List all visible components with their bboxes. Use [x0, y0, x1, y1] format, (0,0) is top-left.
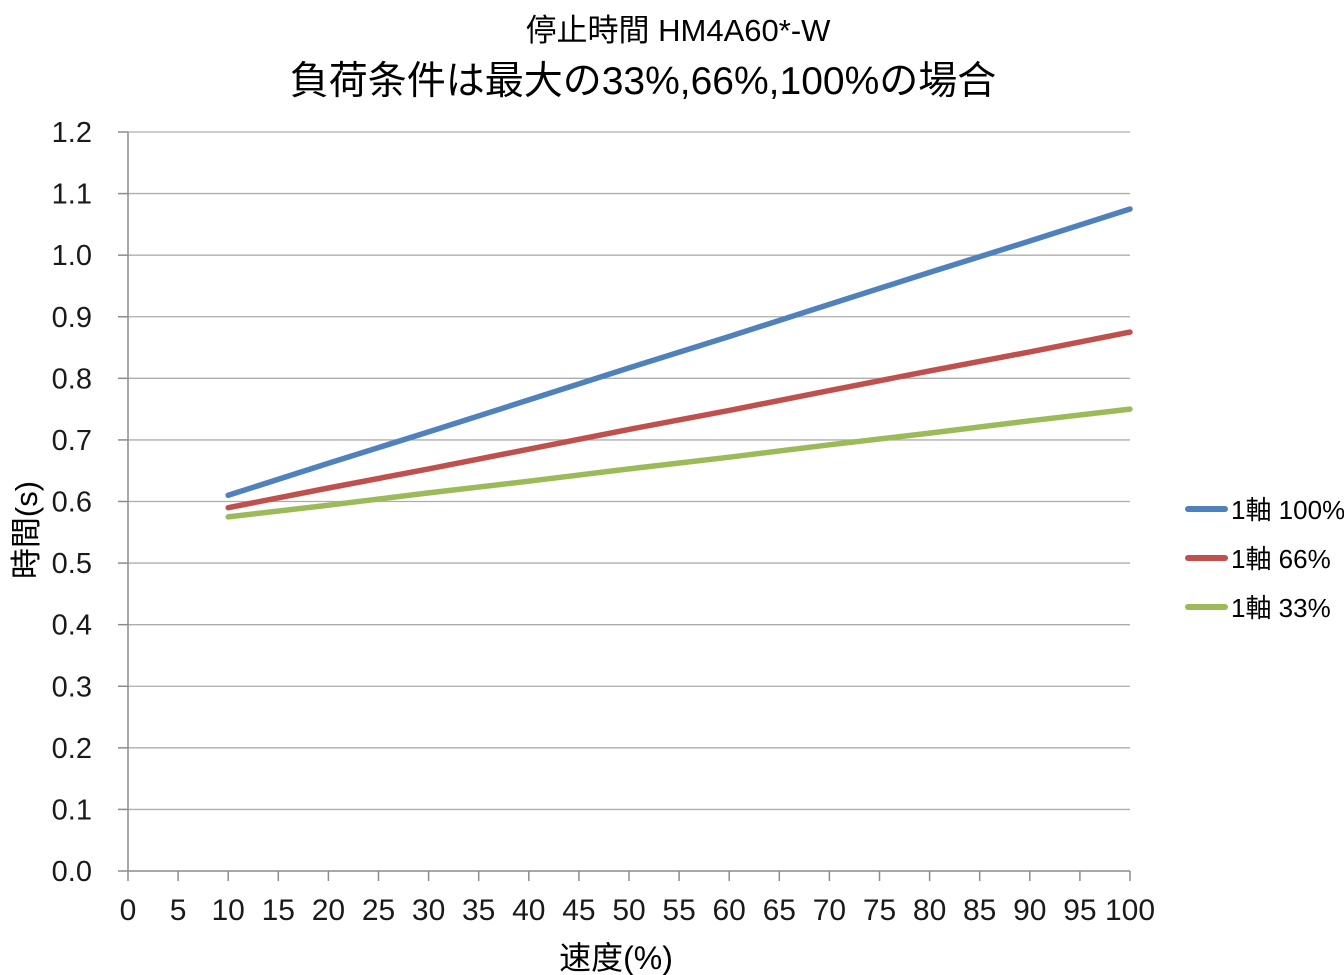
- legend-line-swatch-100: [1185, 505, 1228, 512]
- x-tick-label: 85: [963, 894, 996, 927]
- y-tick-label: 0.5: [52, 548, 92, 580]
- y-tick-label: 0.2: [52, 733, 92, 765]
- legend-line-swatch-66: [1185, 554, 1228, 561]
- x-tick-label: 100: [1105, 894, 1155, 927]
- y-tick-label: 0.0: [52, 856, 92, 888]
- x-tick-label: 50: [612, 894, 645, 927]
- x-tick-label: 20: [312, 894, 345, 927]
- y-tick-label: 0.9: [52, 302, 92, 334]
- x-tick-label: 45: [562, 894, 595, 927]
- x-tick-label: 10: [212, 894, 245, 927]
- x-tick-label: 65: [763, 894, 796, 927]
- x-tick-label: 40: [512, 894, 545, 927]
- x-tick-label: 0: [120, 894, 137, 927]
- x-axis-title: 速度(%): [559, 940, 673, 975]
- y-tick-label: 0.1: [52, 794, 92, 826]
- x-tick-label: 35: [462, 894, 495, 927]
- chart-subtitle: 負荷条件は最大の33%,66%,100%の場合: [289, 60, 997, 103]
- y-tick-label: 0.7: [52, 425, 92, 457]
- y-tick-label: 0.8: [52, 363, 92, 395]
- y-tick-label: 0.6: [52, 487, 92, 519]
- y-tick-label: 1.2: [52, 117, 92, 149]
- x-tick-label: 30: [412, 894, 445, 927]
- y-tick-label: 1.0: [52, 240, 92, 272]
- x-tick-label: 75: [863, 894, 896, 927]
- x-tick-label: 90: [1013, 894, 1046, 927]
- y-tick-label: 0.4: [52, 610, 92, 642]
- legend-label-33: 1軸 33%: [1231, 593, 1331, 623]
- x-tick-label: 25: [362, 894, 395, 927]
- y-axis-title: 時間(s): [9, 480, 44, 580]
- x-tick-label: 95: [1063, 894, 1096, 927]
- legend-label-66: 1軸 66%: [1231, 544, 1331, 574]
- series-line-1: [225, 329, 1133, 511]
- series-line-0: [225, 206, 1133, 499]
- chart-title: 停止時間 HM4A60*-W: [525, 13, 831, 48]
- x-tick-label: 15: [262, 894, 295, 927]
- x-tick-label: 60: [713, 894, 746, 927]
- x-tick-label: 80: [913, 894, 946, 927]
- x-tick-label: 5: [170, 894, 187, 927]
- y-tick-label: 1.1: [52, 179, 92, 211]
- x-tick-label: 70: [813, 894, 846, 927]
- series-line-2: [225, 406, 1133, 520]
- legend-item-33: 1軸 33%: [1185, 582, 1344, 631]
- legend-item-100: 1軸 100%: [1185, 484, 1344, 533]
- legend-label-100: 1軸 100%: [1231, 495, 1344, 525]
- legend: 1軸 100% 1軸 66% 1軸 33%: [1185, 484, 1344, 631]
- legend-line-swatch-33: [1185, 603, 1228, 610]
- y-tick-label: 0.3: [52, 671, 92, 703]
- x-tick-label: 55: [662, 894, 695, 927]
- legend-item-66: 1軸 66%: [1185, 533, 1344, 582]
